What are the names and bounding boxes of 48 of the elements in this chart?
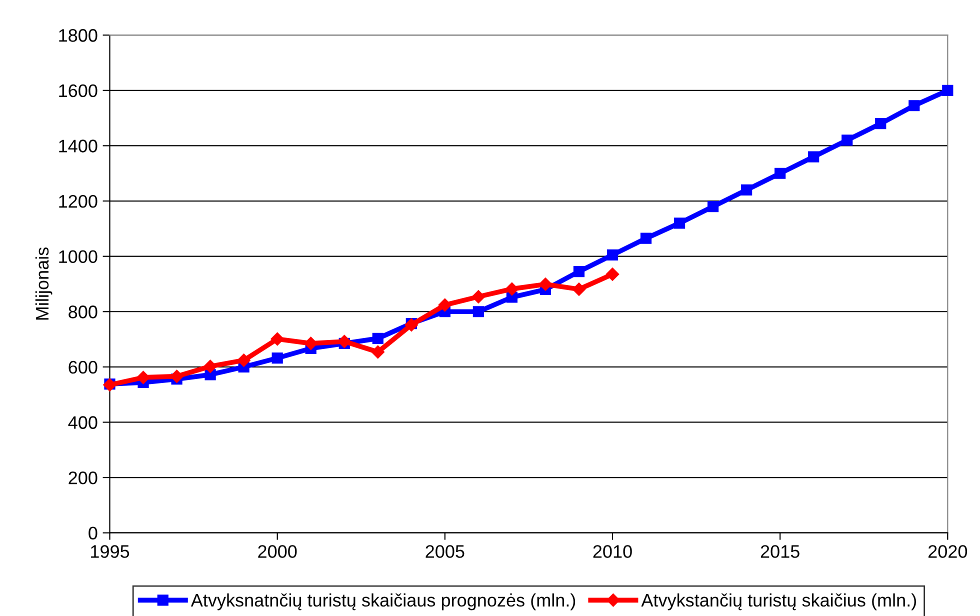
- point: [304, 336, 318, 350]
- point: [204, 360, 217, 373]
- point: [472, 306, 484, 318]
- point: [908, 100, 920, 112]
- x-tick-label: 2010: [593, 545, 632, 558]
- y-tick-label: 400: [68, 416, 98, 429]
- point: [808, 151, 820, 162]
- point: [741, 184, 752, 196]
- point: [606, 249, 618, 260]
- y-tick-label: 1400: [59, 140, 98, 152]
- y-axis-title: Milijonais: [35, 248, 52, 320]
- point: [170, 370, 184, 383]
- point: [707, 200, 719, 212]
- y-tick-label: 200: [68, 471, 98, 484]
- point: [573, 266, 585, 278]
- x-tick-label: 2005: [426, 545, 464, 558]
- point: [942, 84, 954, 96]
- y-tick-label: 1200: [59, 194, 98, 208]
- y-tick-label: 1600: [59, 84, 98, 98]
- y-tick-label: 1000: [59, 250, 98, 264]
- point: [272, 352, 283, 364]
- point: [875, 118, 886, 130]
- x-tick-label: 1995: [91, 545, 130, 558]
- point: [472, 290, 486, 304]
- point: [270, 332, 284, 346]
- point: [842, 134, 853, 146]
- point: [371, 345, 384, 359]
- point: [606, 268, 620, 281]
- point: [237, 354, 250, 367]
- point: [774, 168, 786, 179]
- point: [338, 334, 351, 348]
- point: [572, 282, 586, 296]
- x-tick-label: 2020: [928, 545, 968, 558]
- legend-label: Atvykstančių turistų skaičius (mln.): [641, 593, 916, 610]
- x-tick-label: 2000: [258, 545, 297, 558]
- point: [438, 298, 452, 312]
- y-tick-label: 600: [68, 360, 98, 374]
- point: [640, 232, 652, 244]
- y-tick-label: 0: [88, 526, 98, 540]
- point: [505, 282, 519, 296]
- y-tick-label: 800: [68, 306, 98, 318]
- legend-label: Atvyksnatnčių turistų skaičiaus prognozės (mln.): [190, 593, 576, 610]
- point: [136, 370, 150, 384]
- point: [674, 218, 686, 229]
- point: [372, 332, 384, 344]
- y-tick-label: 1800: [59, 29, 98, 42]
- point: [538, 278, 552, 291]
- x-tick-label: 2015: [760, 545, 800, 558]
